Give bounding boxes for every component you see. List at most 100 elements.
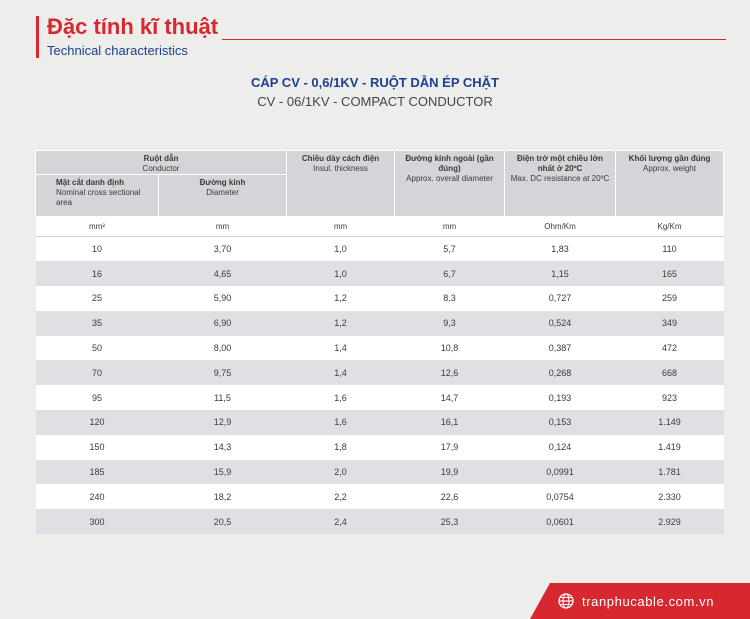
col-header-vi: Mặt cắt danh định (56, 178, 124, 187)
unit-cell: mm (286, 216, 395, 237)
table-cell: 16 (35, 261, 159, 287)
table-cell: 1.419 (615, 434, 724, 460)
table-cell: 12,6 (394, 360, 505, 386)
table-cell: 3,70 (158, 236, 287, 262)
table-cell: 0,0601 (504, 509, 616, 535)
table-cell: 25,3 (394, 509, 505, 535)
table-cell: 9,3 (394, 310, 505, 336)
table-cell: 6,7 (394, 261, 505, 287)
table-cell: 1,2 (286, 310, 395, 336)
table-cell: 349 (615, 310, 724, 336)
col-header-weight: Khối lượng gần đúng Approx. weight (615, 150, 725, 217)
table-cell: 2,4 (286, 509, 395, 535)
col-header-en: Insul. thickness (313, 164, 368, 173)
table-cell: 0,268 (504, 360, 616, 386)
table-cell: 8,3 (394, 286, 505, 311)
table-cell: 923 (615, 385, 724, 411)
col-header-vi: Khối lượng gần đúng (628, 154, 711, 163)
unit-cell: mm² (35, 216, 159, 237)
table-cell: 1,0 (286, 236, 395, 262)
col-header-en: Approx. weight (643, 164, 696, 173)
table-cell: 240 (35, 484, 159, 510)
table-cell: 0,0991 (504, 459, 616, 485)
table-cell: 4,65 (158, 261, 287, 287)
table-cell: 0,124 (504, 434, 616, 460)
col-header-diameter: Đường kính Diameter (157, 174, 288, 217)
table-row: 35 6,90 1,2 9,3 0,524 349 (35, 310, 724, 336)
table-cell: 18,2 (158, 484, 287, 510)
unit-cell: mm (158, 216, 287, 237)
footer-ribbon (530, 583, 750, 619)
website-link[interactable]: tranphucable.com.vn (582, 594, 715, 609)
col-header-en: Approx. overall diameter (406, 174, 493, 183)
table-cell: 0,0754 (504, 484, 616, 510)
table-cell: 16,1 (394, 410, 505, 435)
spec-table-body: mm² mm mm mm Ohm/Km Kg/Km 10 3,70 1,0 5,7 1,… (35, 216, 724, 535)
table-cell: 2.330 (615, 484, 724, 510)
table-cell: 70 (35, 360, 159, 386)
table-row: 70 9,75 1,4 12,6 0,268 668 (35, 360, 724, 386)
table-cell: 5,7 (394, 236, 505, 262)
col-header-vi: Chiều dày cách điện (301, 154, 380, 163)
table-cell: 15,9 (158, 459, 287, 485)
table-cell: 14,3 (158, 434, 287, 460)
table-cell: 1,8 (286, 434, 395, 460)
unit-cell: mm (394, 216, 505, 237)
table-cell: 19,9 (394, 459, 505, 485)
units-row: mm² mm mm mm Ohm/Km Kg/Km (35, 216, 724, 237)
table-cell: 2.929 (615, 509, 724, 535)
table-cell: 185 (35, 459, 159, 485)
table-cell: 1,4 (286, 360, 395, 386)
table-cell: 1,6 (286, 385, 395, 411)
table-cell: 1,4 (286, 335, 395, 361)
table-cell: 0,193 (504, 385, 616, 411)
spec-table: Ruột dẫn Conductor Chiều dày cách điện I… (34, 150, 725, 535)
table-row: 300 20,5 2,4 25,3 0,0601 2.929 (35, 509, 724, 535)
table-cell: 120 (35, 410, 159, 435)
table-row: 240 18,2 2,2 22,6 0,0754 2.330 (35, 484, 724, 510)
conductor-group-vi: Ruột dẫn (143, 154, 179, 163)
footer-website-band[interactable]: tranphucable.com.vn (530, 583, 750, 619)
table-cell: 6,90 (158, 310, 287, 336)
table-cell: 110 (615, 236, 724, 262)
page-title: Đặc tính kĩ thuật (47, 14, 219, 39)
table-cell: 25 (35, 286, 159, 311)
table-cell: 12,9 (158, 410, 287, 435)
col-header-en: Max. DC resistance at 20ºC (510, 174, 610, 183)
col-header-vi: Đường kính (199, 178, 246, 187)
col-header-resistance: Điện trở một chiều lớn nhất ở 20ºC Max. … (504, 150, 617, 217)
table-cell: 10,8 (394, 335, 505, 361)
table-row: 25 5,90 1,2 8,3 0,727 259 (35, 286, 724, 311)
col-header-insulation: Chiều dày cách điện Insul. thickness (286, 150, 396, 217)
col-header-vi: Điện trở một chiều lớn nhất ở 20ºC (516, 154, 604, 173)
title-divider (222, 39, 726, 40)
table-cell: 0,153 (504, 410, 616, 435)
table-cell: 1,83 (504, 236, 616, 262)
table-cell: 165 (615, 261, 724, 287)
product-title: CÁP CV - 0,6/1KV - RUỘT DẪN ÉP CHẶT (250, 75, 499, 90)
table-cell: 1,2 (286, 286, 395, 311)
table-cell: 10 (35, 236, 159, 262)
table-cell: 5,90 (158, 286, 287, 311)
table-row: 10 3,70 1,0 5,7 1,83 110 (35, 236, 724, 262)
table-cell: 668 (615, 360, 724, 386)
unit-cell: Ohm/Km (504, 216, 616, 237)
col-header-en: Diameter (206, 188, 239, 197)
table-cell: 50 (35, 335, 159, 361)
table-cell: 95 (35, 385, 159, 411)
table-row: 185 15,9 2,0 19,9 0,0991 1.781 (35, 459, 724, 485)
table-cell: 22,6 (394, 484, 505, 510)
table-cell: 1,0 (286, 261, 395, 287)
page-header: Đặc tính kĩ thuật Technical characterist… (0, 0, 750, 70)
table-cell: 2,0 (286, 459, 395, 485)
col-header-overall-diameter: Đường kính ngoài (gần đúng) Approx. over… (394, 150, 506, 217)
table-cell: 35 (35, 310, 159, 336)
conductor-group-en: Conductor (142, 164, 180, 173)
unit-cell: Kg/Km (615, 216, 724, 237)
table-cell: 20,5 (158, 509, 287, 535)
col-header-en: Nominal cross sectional area (56, 188, 141, 207)
table-cell: 150 (35, 434, 159, 460)
table-cell: 14,7 (394, 385, 505, 411)
table-cell: 2,2 (286, 484, 395, 510)
table-cell: 9,75 (158, 360, 287, 386)
